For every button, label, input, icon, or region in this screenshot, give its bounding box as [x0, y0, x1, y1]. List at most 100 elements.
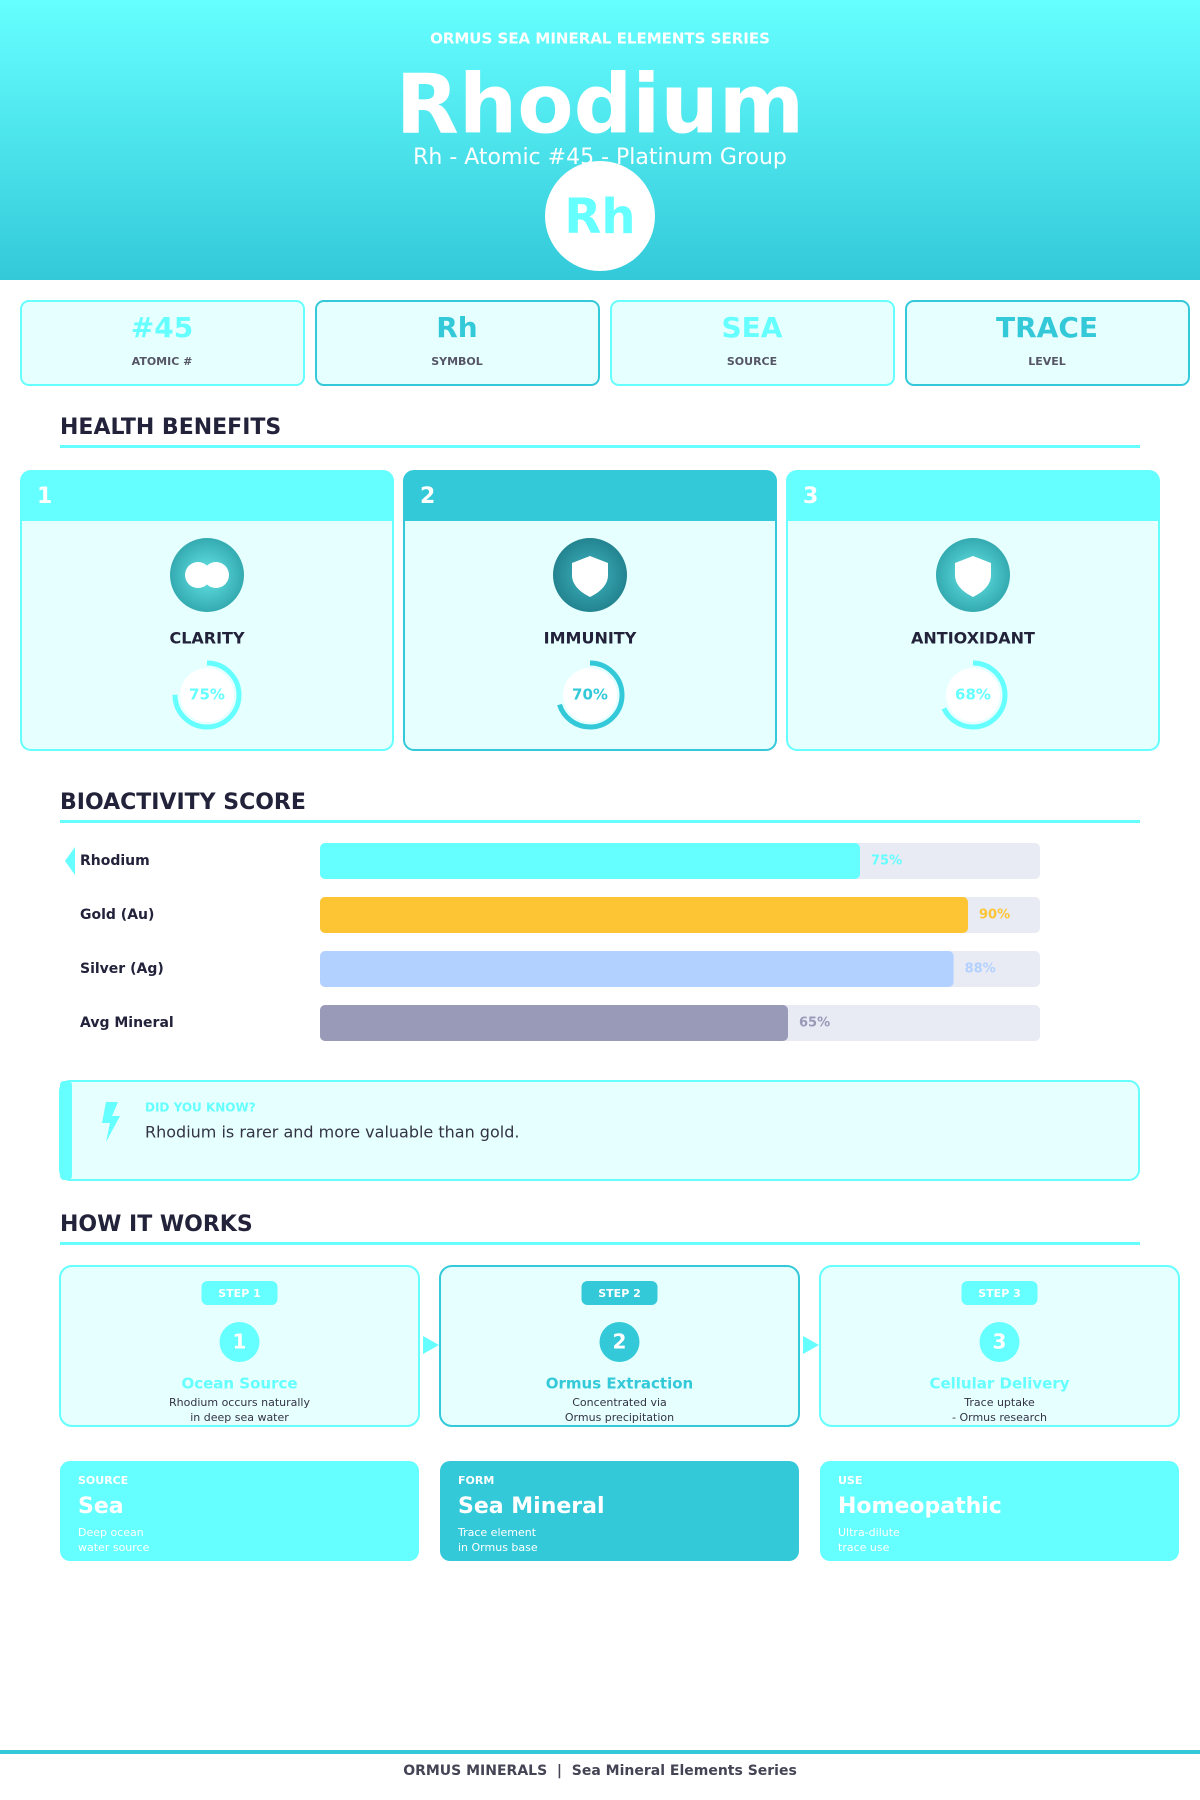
step-circle	[219, 1322, 260, 1362]
section-title: HEALTH BENEFITS	[60, 415, 281, 440]
stat-card	[315, 300, 600, 386]
step-badge-text: STEP 3	[978, 1287, 1021, 1300]
footer: ORMUS MINERALS | Sea Mineral Elements Se…	[403, 1763, 797, 1779]
step-title: Cellular Delivery	[929, 1375, 1069, 1393]
bar-label: Avg Mineral	[80, 1015, 174, 1031]
step-text: Rhodium occurs naturally	[169, 1396, 310, 1409]
bar	[320, 897, 968, 933]
info-card	[440, 1461, 799, 1561]
stat-label: LEVEL	[1028, 355, 1066, 368]
stat-value: #45	[131, 311, 193, 344]
info-value: Sea Mineral	[458, 1494, 605, 1519]
benefit-name: CLARITY	[169, 629, 245, 648]
stat-value: Rh	[436, 311, 478, 344]
benefit-name: IMMUNITY	[544, 629, 637, 648]
step-number: 3	[993, 1330, 1007, 1354]
fact-accent	[60, 1081, 72, 1180]
step-badge	[581, 1281, 658, 1305]
step-title: Ocean Source	[181, 1375, 297, 1393]
score-disc	[180, 668, 234, 722]
stat-value: TRACE	[996, 311, 1098, 344]
bar-value: 65%	[799, 1016, 830, 1031]
footer-rule	[0, 1750, 1200, 1754]
score-label: 68%	[955, 686, 991, 704]
score-ring	[938, 660, 1008, 730]
stat-label: SYMBOL	[431, 355, 483, 368]
score-ring	[555, 660, 625, 730]
section-rule	[60, 1242, 1140, 1245]
score-label: 70%	[572, 686, 608, 704]
step-arrow	[803, 1336, 819, 1354]
bar-value: 90%	[979, 908, 1010, 923]
fact-heading: DID YOU KNOW?	[145, 1101, 256, 1115]
step-text: - Ormus research	[952, 1411, 1047, 1424]
score-ring	[172, 660, 242, 730]
bolt-icon	[102, 1102, 120, 1142]
step-badge-text: STEP 2	[598, 1287, 641, 1300]
bar	[320, 1005, 788, 1041]
info-text: water source	[78, 1541, 150, 1554]
step-circle	[599, 1322, 640, 1362]
bar-label: Silver (Ag)	[80, 961, 164, 977]
info-value: Homeopathic	[838, 1494, 1002, 1519]
fact-text: Rhodium is rarer and more valuable than …	[145, 1123, 519, 1142]
score-label: 75%	[189, 686, 225, 704]
benefit-number: 3	[803, 484, 818, 509]
benefit-name: ANTIOXIDANT	[911, 629, 1035, 648]
bar-value: 75%	[871, 854, 902, 869]
info-label: FORM	[458, 1474, 494, 1487]
benefit-number: 1	[37, 484, 52, 509]
info-value: Sea	[78, 1494, 124, 1519]
score-disc	[563, 668, 617, 722]
stat-card	[905, 300, 1190, 386]
step-text: Trace uptake	[963, 1396, 1035, 1409]
bar-value: 88%	[965, 962, 996, 977]
highlight-marker	[65, 847, 75, 875]
section-title: HOW IT WORKS	[60, 1212, 253, 1237]
page-title: Rhodium	[396, 57, 804, 152]
step-badge-text: STEP 1	[218, 1287, 261, 1300]
info-text: in Ormus base	[458, 1541, 538, 1554]
bar-label: Rhodium	[80, 853, 150, 869]
benefit-header	[404, 471, 776, 521]
info-text: Deep ocean	[78, 1526, 144, 1539]
step-text: Concentrated via	[572, 1396, 667, 1409]
step-arrow	[423, 1336, 439, 1354]
step-badge	[201, 1281, 278, 1305]
info-label: USE	[838, 1474, 862, 1487]
series-label: ORMUS SEA MINERAL ELEMENTS SERIES	[430, 30, 770, 48]
bar	[320, 843, 860, 879]
info-label: SOURCE	[78, 1474, 128, 1487]
benefit-header	[787, 471, 1159, 521]
bar-label: Gold (Au)	[80, 907, 154, 923]
stat-card	[610, 300, 895, 386]
info-text: trace use	[838, 1541, 890, 1554]
stat-card	[20, 300, 305, 386]
benefit-number: 2	[420, 484, 435, 509]
stat-label: SOURCE	[727, 355, 777, 368]
score-disc	[946, 668, 1000, 722]
benefit-header	[21, 471, 393, 521]
section-rule	[60, 820, 1140, 823]
step-title: Ormus Extraction	[546, 1375, 693, 1393]
bar	[320, 951, 954, 987]
icon-glyph	[185, 562, 211, 588]
step-badge	[961, 1281, 1038, 1305]
icon-glyph	[572, 556, 608, 597]
info-text: Ultra-dilute	[838, 1526, 900, 1539]
info-card	[60, 1461, 419, 1561]
step-number: 1	[233, 1330, 247, 1354]
info-text: Trace element	[457, 1526, 537, 1539]
section-title: BIOACTIVITY SCORE	[60, 790, 306, 815]
step-text: Ormus precipitation	[565, 1411, 674, 1424]
step-number: 2	[613, 1330, 627, 1354]
icon-glyph	[955, 556, 991, 597]
info-card	[820, 1461, 1179, 1561]
section-rule	[60, 445, 1140, 448]
stat-value: SEA	[722, 311, 783, 344]
stat-label: ATOMIC #	[132, 355, 193, 368]
icon-glyph	[203, 562, 229, 588]
step-circle	[979, 1322, 1020, 1362]
